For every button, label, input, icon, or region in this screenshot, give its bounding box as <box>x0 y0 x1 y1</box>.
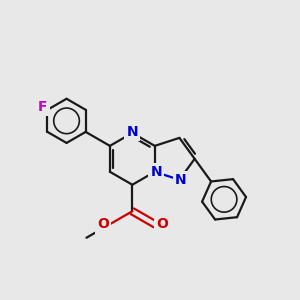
Text: O: O <box>97 218 109 232</box>
Text: O: O <box>156 218 168 232</box>
Text: N: N <box>175 173 187 187</box>
Text: N: N <box>127 125 138 139</box>
Text: F: F <box>38 100 48 114</box>
Text: N: N <box>150 165 162 179</box>
